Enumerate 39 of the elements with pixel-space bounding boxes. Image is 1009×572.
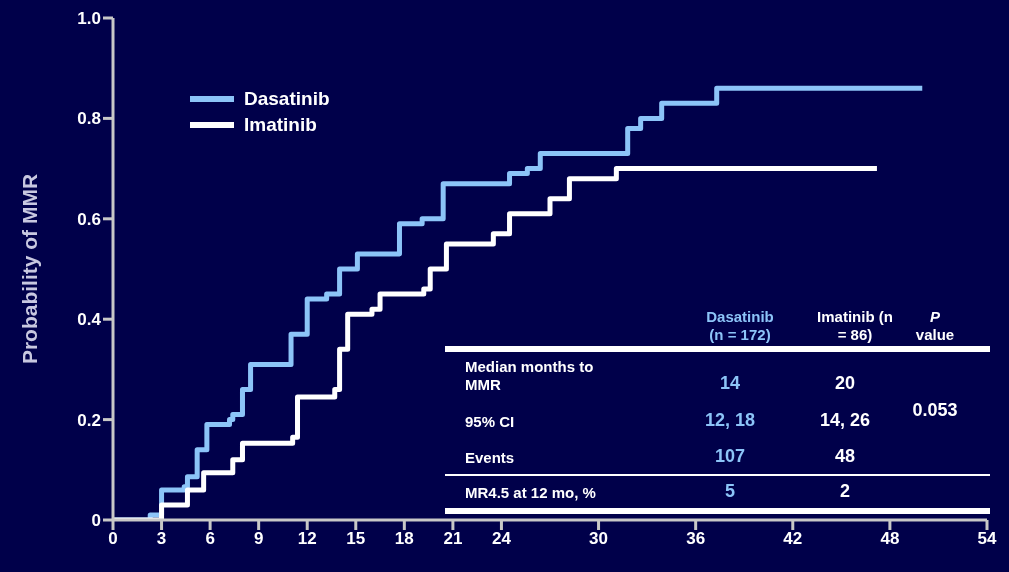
annotation: Median months to MMR (465, 358, 595, 394)
annotation: 14 (719, 373, 741, 393)
x-tick-label: 54 (977, 529, 997, 549)
annotation: Events (465, 449, 516, 467)
annotation: P value (914, 308, 956, 344)
x-tick-label: 12 (297, 529, 317, 549)
x-tick-label: 36 (686, 529, 706, 549)
annotation: Imatinib (n = 86) (816, 308, 894, 344)
annotation: 12, 18 (703, 410, 756, 430)
y-tick-label: 0 (91, 511, 101, 531)
x-tick-label: 3 (156, 529, 167, 549)
x-tick-label: 48 (880, 529, 900, 549)
x-tick-label: 21 (443, 529, 463, 549)
x-tick-label: 0 (108, 529, 118, 549)
annotation: 107 (713, 446, 746, 466)
x-tick-label: 24 (491, 529, 512, 549)
x-tick-label: 15 (346, 529, 366, 549)
annotation: 95% CI (465, 413, 516, 431)
y-tick-label: 0.4 (77, 310, 102, 330)
annotation: Dasatinib (n = 172) (705, 308, 775, 344)
annotation: 20 (834, 373, 856, 393)
y-tick-label: 0.2 (77, 410, 101, 430)
x-tick-label: 30 (589, 529, 609, 549)
x-tick-label: 9 (253, 529, 264, 549)
annotation: 5 (724, 481, 736, 501)
x-tick-label: 6 (205, 529, 215, 549)
annotation: 2 (839, 481, 851, 501)
x-tick-label: 42 (783, 529, 803, 549)
x-tick-label: 18 (394, 529, 414, 549)
annotation: 0.053 (911, 400, 959, 420)
y-axis-title: Probability of MMR (18, 173, 42, 365)
y-tick-label: 0.8 (77, 109, 101, 129)
y-tick-label: 1.0 (77, 9, 101, 29)
legend-label: Dasatinib (244, 88, 330, 110)
legend-label: Imatinib (244, 114, 317, 136)
annotation: MR4.5 at 12 mo, % (465, 484, 597, 502)
annotation: 48 (834, 446, 856, 466)
y-tick-label: 0.6 (77, 209, 101, 229)
annotation: 14, 26 (818, 410, 871, 430)
